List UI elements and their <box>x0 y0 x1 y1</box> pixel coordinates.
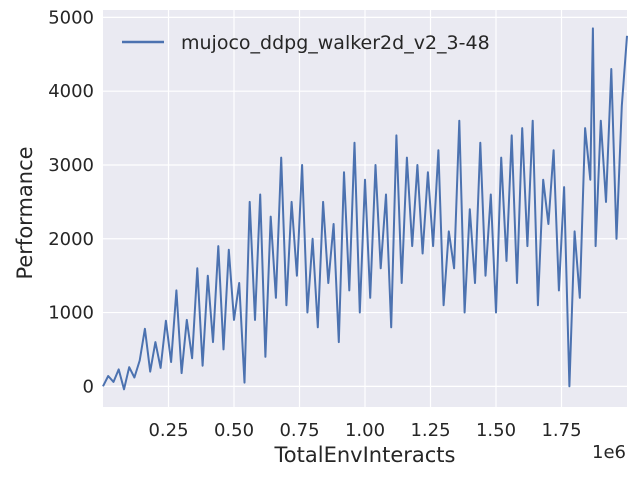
y-tick-label: 1000 <box>48 303 94 324</box>
x-tick-label: 1.50 <box>476 420 516 441</box>
y-tick-label: 3000 <box>48 155 94 176</box>
legend-entry-label: mujoco_ddpg_walker2d_v2_3-48 <box>181 32 490 54</box>
x-tick-label: 0.25 <box>148 420 188 441</box>
x-tick-label: 0.50 <box>214 420 254 441</box>
y-axis-label: Performance <box>13 146 37 279</box>
x-tick-label: 1.00 <box>345 420 385 441</box>
x-axis-offset-label: 1e6 <box>592 442 626 463</box>
x-tick-label: 0.75 <box>279 420 319 441</box>
y-tick-label: 2000 <box>48 229 94 250</box>
x-axis-label: TotalEnvInteracts <box>274 443 456 467</box>
series-layer <box>102 27 628 391</box>
x-tick-labels: 0.25 0.50 0.75 1.00 1.25 1.50 1.75 <box>148 420 581 441</box>
y-tick-label: 5000 <box>48 7 94 28</box>
x-tick-label: 1.75 <box>541 420 581 441</box>
y-tick-label: 0 <box>83 376 94 397</box>
series-line <box>102 27 628 391</box>
y-tick-label: 4000 <box>48 81 94 102</box>
legend: mujoco_ddpg_walker2d_v2_3-48 <box>122 32 490 54</box>
x-tick-label: 1.25 <box>410 420 450 441</box>
y-tick-labels: 0 1000 2000 3000 4000 5000 <box>48 7 94 397</box>
